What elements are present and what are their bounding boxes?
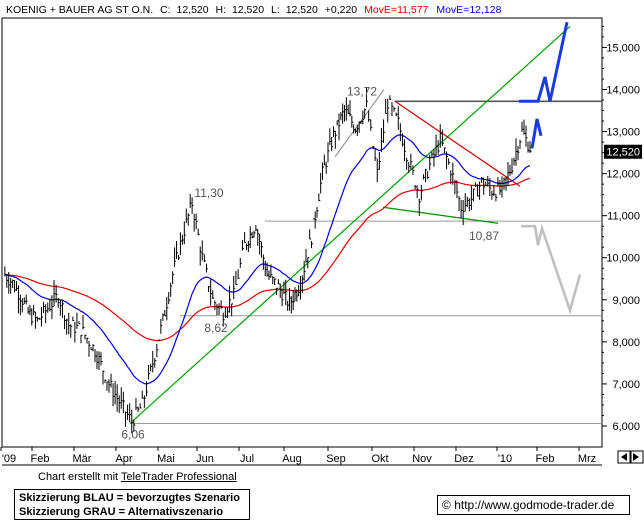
y-tick-label: 6,000 xyxy=(612,421,640,433)
triangle-lower-line xyxy=(382,206,499,224)
x-tick-label: '09 xyxy=(2,453,16,465)
x-tick-label: Mär xyxy=(73,453,92,465)
copyright-box[interactable]: © http://www.godmode-trader.de xyxy=(437,495,630,515)
ma2-label: MovE= xyxy=(436,4,469,16)
close-label: C: xyxy=(160,4,171,16)
x-tick-label: Apr xyxy=(115,453,132,465)
x-tick-label: Jun xyxy=(196,453,214,465)
copyright-icon: © xyxy=(442,498,451,512)
x-tick-label: Aug xyxy=(282,453,302,465)
ma2-value: 12,128 xyxy=(469,4,501,16)
moving-average-blue xyxy=(4,134,531,385)
moving-average-red xyxy=(4,177,531,342)
scenario-gray-alternative xyxy=(521,223,582,315)
legend-line-blue: Skizzierung BLAU = bevorzugtes Szenario xyxy=(19,492,240,504)
y-tick-label: 11,000 xyxy=(607,211,640,223)
scenario-blue-primary xyxy=(519,21,569,103)
legend-line-gray: Skizzierung GRAU = Alternativszenario xyxy=(19,506,224,518)
y-tick-label: 14,000 xyxy=(606,85,640,97)
price-annotation: 11,30 xyxy=(194,186,223,200)
chevron-right-icon xyxy=(633,453,639,461)
change-value: +0,220 xyxy=(325,4,358,16)
x-tick-label: Mai xyxy=(157,453,175,465)
y-tick-label: 13,000 xyxy=(606,127,640,139)
chart-credit: Chart erstellt mit TeleTrader Profession… xyxy=(38,471,237,483)
price-annotation: 6,06 xyxy=(121,427,145,441)
ma1-label: MovE= xyxy=(364,4,397,16)
price-annotation: 10,87 xyxy=(469,229,499,243)
svg-text:KOENIG + BAUER AG ST O.N.: KOENIG + BAUER AG ST O.N. C: 12,520 H: 1… xyxy=(6,4,502,16)
scenario-blue-pullback xyxy=(530,118,543,149)
plot-frame xyxy=(1,17,603,448)
y-tick-label: 7,000 xyxy=(612,379,640,391)
credit-link[interactable]: TeleTrader Professional xyxy=(120,471,237,483)
x-tick-label: Nov xyxy=(412,453,432,465)
source-url[interactable]: http://www.godmode-trader.de xyxy=(454,498,615,512)
last-value-label: 12,520 xyxy=(606,147,640,159)
y-tick-label: 9,000 xyxy=(612,295,640,307)
x-tick-label: Jul xyxy=(240,453,254,465)
high-value: 12,520 xyxy=(232,4,264,16)
chart-symbol: KOENIG + BAUER AG ST O.N. xyxy=(6,4,153,16)
low-value: 12,520 xyxy=(286,4,318,16)
credit-prefix: Chart erstellt mit xyxy=(38,471,121,483)
uptrend-line xyxy=(129,25,571,424)
x-tick-label: '10 xyxy=(498,453,512,465)
ma1-value: 11,577 xyxy=(397,4,428,16)
x-tick-label: Feb xyxy=(31,453,50,465)
price-annotation: 8,62 xyxy=(204,321,228,335)
y-tick-label: 12,000 xyxy=(606,169,640,181)
x-tick-label: Okt xyxy=(371,453,388,465)
y-tick-label: 15,000 xyxy=(606,42,640,54)
chevron-left-icon xyxy=(621,453,627,461)
scenario-legend: Skizzierung BLAU = bevorzugtes Szenario … xyxy=(14,489,250,520)
close-value: 12,520 xyxy=(176,4,208,16)
x-tick-label: Feb xyxy=(536,453,555,465)
x-tick-label: Sep xyxy=(326,453,346,465)
triangle-upper-line xyxy=(394,100,521,187)
y-tick-label: 8,000 xyxy=(612,337,640,349)
last-value-badge xyxy=(604,144,642,159)
scroll-arrows-icon[interactable] xyxy=(617,450,644,464)
x-tick-label: Dez xyxy=(454,453,474,465)
x-tick-label: Mrz xyxy=(578,453,596,465)
price-annotation: 13,72 xyxy=(347,84,377,98)
y-tick-label: 10,000 xyxy=(606,253,640,265)
